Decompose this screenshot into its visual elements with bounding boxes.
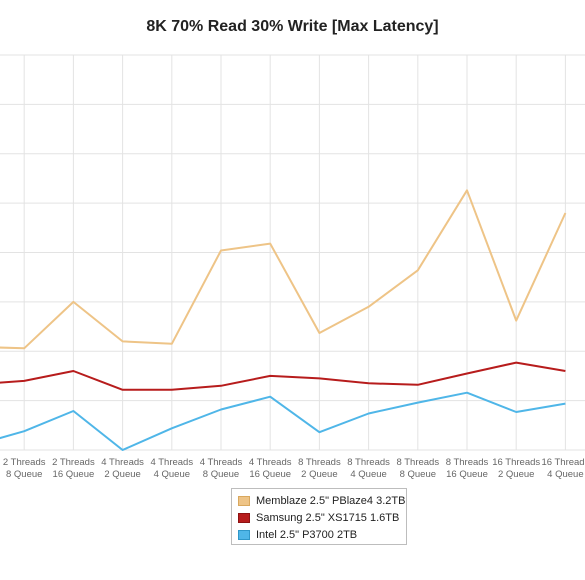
- x-tick-label: 2 Threads: [52, 457, 95, 468]
- x-tick-label: 8 Queue: [400, 469, 436, 480]
- x-tick-label: 2 Queue: [301, 469, 337, 480]
- x-tick-label: 8 Queue: [6, 469, 42, 480]
- x-tick-label: 16 Threads: [541, 457, 585, 468]
- legend-swatch: [238, 495, 250, 506]
- x-tick-label: 4 Threads: [150, 457, 193, 468]
- x-tick-label: 16 Queue: [249, 469, 291, 480]
- x-tick-label: 16 Queue: [53, 469, 95, 480]
- x-tick-label: 4 Threads: [249, 457, 292, 468]
- chart-title: 8K 70% Read 30% Write [Max Latency]: [146, 18, 439, 35]
- x-tick-label: 4 Threads: [101, 457, 144, 468]
- legend: Memblaze 2.5" PBlaze4 3.2TB Samsung 2.5"…: [231, 488, 407, 545]
- series-line-0[interactable]: [0, 189, 567, 350]
- legend-label: Samsung 2.5" XS1715 1.6TB: [256, 511, 400, 524]
- series-lines: [0, 189, 567, 451]
- legend-item-intel[interactable]: Intel 2.5" P3700 2TB: [238, 526, 406, 543]
- series-line-2[interactable]: [0, 391, 566, 451]
- legend-swatch: [238, 512, 250, 523]
- x-tick-label: 8 Threads: [396, 457, 439, 468]
- x-tick-label: 8 Threads: [446, 457, 489, 468]
- x-tick-label: 16 Threads: [492, 457, 540, 468]
- series-line-1[interactable]: [0, 361, 566, 391]
- x-tick-label: 4 Threads: [200, 457, 243, 468]
- x-tick-label: 8 Queue: [203, 469, 239, 480]
- legend-item-samsung[interactable]: Samsung 2.5" XS1715 1.6TB: [238, 509, 406, 526]
- x-tick-label: 8 Threads: [347, 457, 390, 468]
- legend-label: Intel 2.5" P3700 2TB: [256, 528, 358, 541]
- x-tick-label: 4 Queue: [154, 469, 190, 480]
- x-tick-label: 4 Queue: [350, 469, 386, 480]
- legend-item-memblaze[interactable]: Memblaze 2.5" PBlaze4 3.2TB: [238, 492, 406, 509]
- x-tick-label: 4 Queue: [547, 469, 583, 480]
- x-tick-label: 2 Threads: [3, 457, 46, 468]
- legend-label: Memblaze 2.5" PBlaze4 3.2TB: [256, 494, 406, 507]
- gridlines: [0, 54, 585, 451]
- x-tick-label: 2 Queue: [498, 469, 534, 480]
- x-tick-label: 8 Threads: [298, 457, 341, 468]
- x-tick-label: 2 Queue: [104, 469, 140, 480]
- x-tick-label: 16 Queue: [446, 469, 488, 480]
- legend-swatch: [238, 529, 250, 540]
